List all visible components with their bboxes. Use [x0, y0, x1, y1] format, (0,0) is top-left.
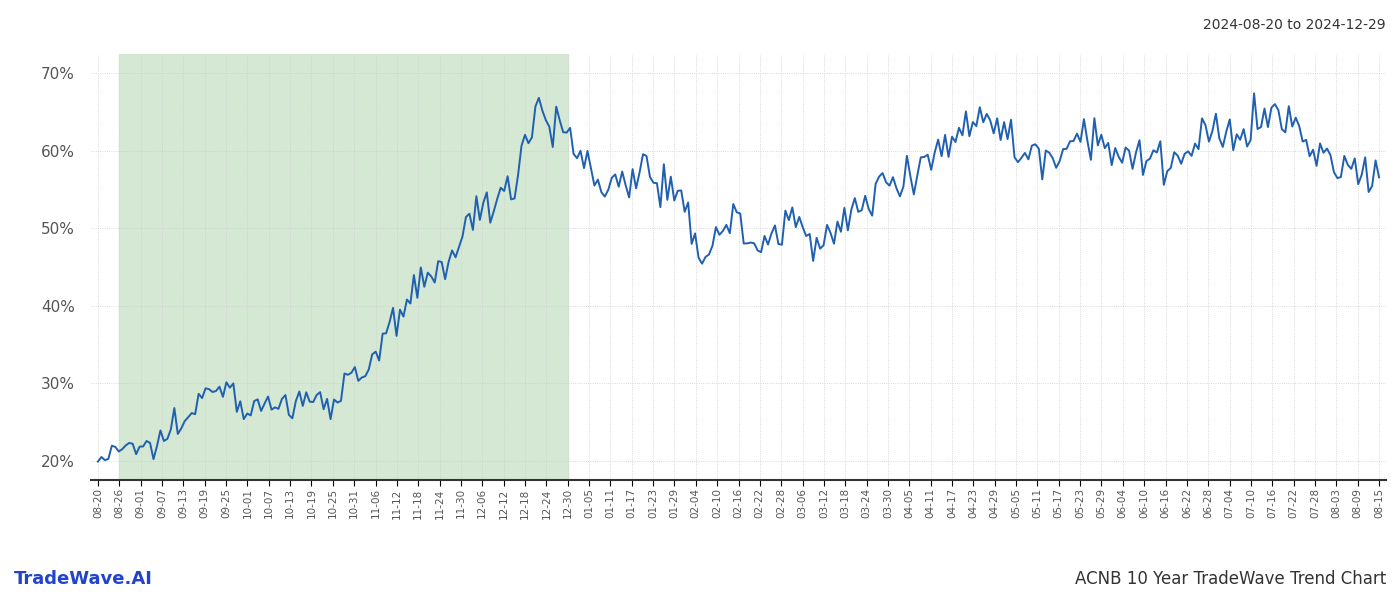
- Text: TradeWave.AI: TradeWave.AI: [14, 570, 153, 588]
- Text: ACNB 10 Year TradeWave Trend Chart: ACNB 10 Year TradeWave Trend Chart: [1075, 570, 1386, 588]
- Text: 2024-08-20 to 2024-12-29: 2024-08-20 to 2024-12-29: [1204, 18, 1386, 32]
- Bar: [119, 54, 567, 480]
